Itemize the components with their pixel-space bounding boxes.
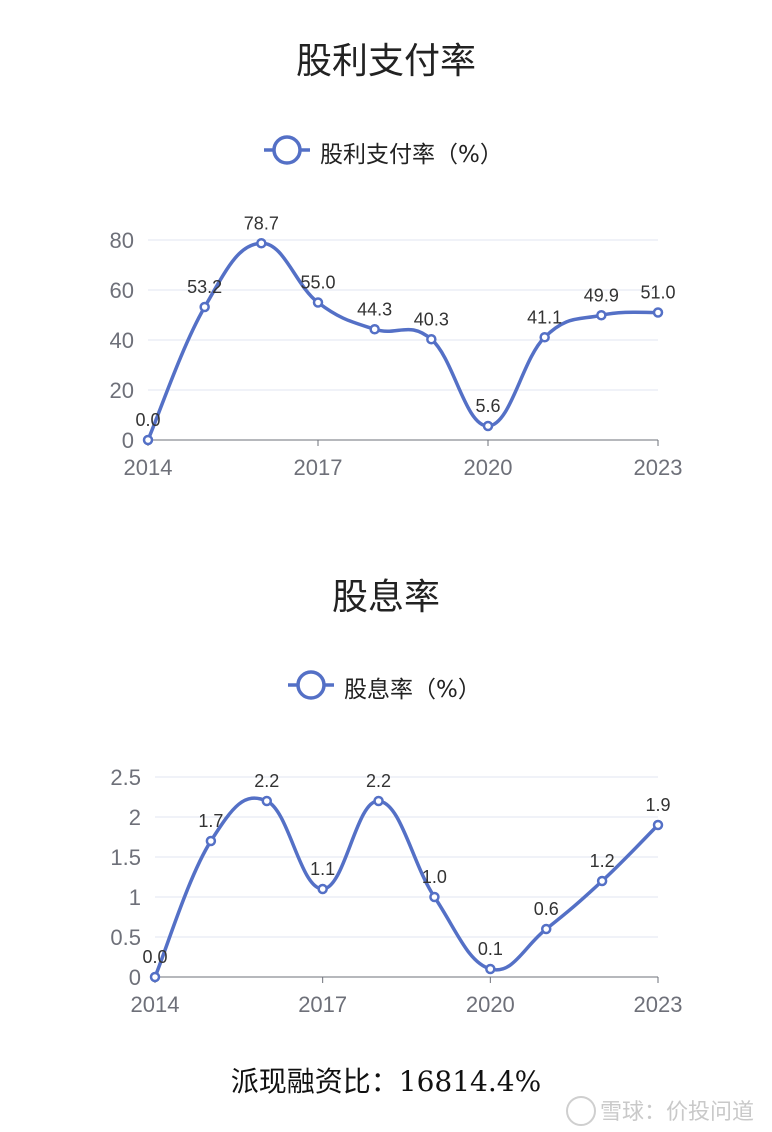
chart-title-dividend-yield: 股息率 <box>331 577 440 618</box>
y-tick-label: 2 <box>129 805 141 830</box>
y-tick-label: 0.5 <box>110 925 141 950</box>
dividend-yield-chart: 0 0.5 1 1.5 2 2.5 2014 2017 2020 2023 0.0 1.7 2.2 1.1… <box>110 765 683 1017</box>
data-label: 51.0 <box>640 283 675 303</box>
data-label: 0.0 <box>135 410 160 430</box>
data-point <box>312 297 324 308</box>
legend-line-marker-icon <box>288 670 334 700</box>
data-label: 1.2 <box>590 851 615 871</box>
snowball-logo-icon <box>565 1096 596 1126</box>
x-tick-label: 2023 <box>634 455 683 480</box>
legend-payout: 股利支付率（%） <box>0 130 772 170</box>
payout-ratio-chart: 0 20 40 60 80 2014 2017 2020 2023 0.0 53.2 78.7 55.0… <box>110 213 683 480</box>
data-point <box>485 963 496 975</box>
data-label: 0.1 <box>478 939 503 959</box>
data-label: 53.2 <box>187 277 222 297</box>
data-point <box>373 795 384 807</box>
data-label: 44.3 <box>357 299 392 319</box>
data-label: 41.1 <box>527 307 562 327</box>
x-tick-label: 2017 <box>294 455 343 480</box>
chart-title-payout: 股利支付率 <box>295 41 476 82</box>
data-label: 2.2 <box>366 771 391 791</box>
data-label: 2.2 <box>254 771 279 791</box>
y-tick-label: 1 <box>129 885 141 910</box>
x-tick-label: 2014 <box>124 455 173 480</box>
data-label: 1.7 <box>198 811 223 831</box>
data-point <box>149 971 161 983</box>
data-label: 0.0 <box>142 947 167 967</box>
y-tick-label: 80 <box>110 228 134 253</box>
watermark-text: 雪球：价投问道 <box>599 1100 754 1125</box>
y-tick-label: 0 <box>129 965 141 990</box>
data-point <box>256 238 267 249</box>
data-label: 55.0 <box>300 273 335 293</box>
data-point <box>369 324 380 335</box>
legend-line-marker-icon <box>264 135 310 165</box>
y-tick-label: 0 <box>122 428 134 453</box>
data-label: 78.7 <box>244 213 279 233</box>
x-tick-label: 2014 <box>131 992 180 1017</box>
data-point <box>199 301 210 313</box>
data-point <box>482 420 494 432</box>
data-label: 1.1 <box>310 859 335 879</box>
data-point <box>540 923 552 935</box>
data-point <box>205 835 217 847</box>
data-label: 49.9 <box>584 285 619 305</box>
series-line <box>153 796 660 978</box>
y-tick-label: 60 <box>110 278 134 303</box>
y-tick-label: 1.5 <box>110 845 141 870</box>
data-point <box>652 819 664 831</box>
data-label: 1.0 <box>422 867 447 887</box>
series-line <box>146 241 659 441</box>
data-point <box>596 875 608 887</box>
data-point <box>596 310 607 321</box>
data-point <box>426 334 437 345</box>
legend-label-payout: 股利支付率（%） <box>320 142 503 168</box>
legend-dividend-yield: 股息率（%） <box>0 665 772 705</box>
x-tick-label: 2020 <box>466 992 515 1017</box>
x-tick-label: 2020 <box>464 455 513 480</box>
y-tick-label: 40 <box>110 328 134 353</box>
data-label: 1.9 <box>645 795 670 815</box>
data-point <box>142 434 154 446</box>
data-point <box>261 795 273 807</box>
legend-label-dividend-yield: 股息率（%） <box>344 677 481 703</box>
data-label: 40.3 <box>414 309 449 329</box>
y-tick-label: 2.5 <box>110 765 141 790</box>
data-label: 0.6 <box>534 899 559 919</box>
data-point <box>317 883 328 895</box>
data-point <box>429 891 440 903</box>
x-tick-label: 2023 <box>634 992 683 1017</box>
financing-ratio-text: 派现融资比：16814.4% <box>230 1065 542 1098</box>
data-point <box>652 307 664 318</box>
watermark: 雪球：价投问道 <box>565 1094 754 1128</box>
y-tick-label: 20 <box>110 378 134 403</box>
x-tick-label: 2017 <box>298 992 347 1017</box>
data-point <box>539 332 550 343</box>
data-label: 5.6 <box>475 396 500 416</box>
